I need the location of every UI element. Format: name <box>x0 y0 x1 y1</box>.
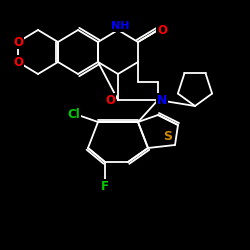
Text: O: O <box>105 94 115 106</box>
Text: NH: NH <box>111 21 129 31</box>
Text: O: O <box>13 36 23 49</box>
Text: N: N <box>157 94 167 106</box>
Text: Cl: Cl <box>68 108 80 122</box>
Text: O: O <box>13 56 23 68</box>
Text: Cl: Cl <box>68 108 80 122</box>
Text: S: S <box>164 130 172 142</box>
Text: O: O <box>13 56 23 68</box>
Text: O: O <box>157 24 167 36</box>
Text: NH: NH <box>111 21 129 31</box>
Text: O: O <box>157 24 167 36</box>
Text: N: N <box>157 94 167 106</box>
Text: F: F <box>101 180 109 192</box>
Text: O: O <box>13 36 23 49</box>
Text: F: F <box>101 180 109 192</box>
Text: S: S <box>164 130 172 142</box>
Text: O: O <box>105 94 115 106</box>
